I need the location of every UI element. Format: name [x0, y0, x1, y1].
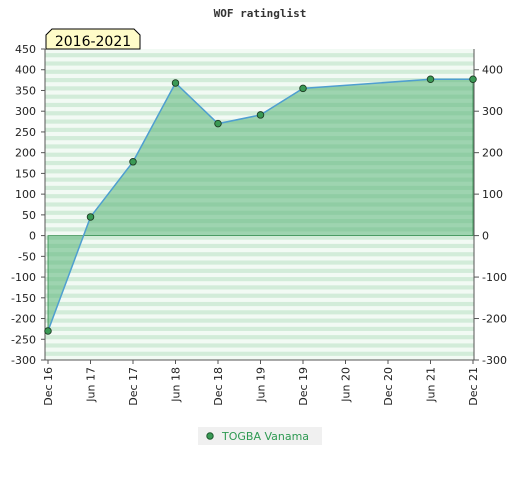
data-point[interactable] [299, 84, 307, 93]
right-tick-label: 200 [482, 147, 503, 160]
data-point[interactable] [426, 75, 435, 84]
period-badge: 2016-2021 [45, 28, 141, 50]
left-tick-label: 100 [15, 188, 36, 201]
grid-band [45, 235, 474, 240]
data-point[interactable] [469, 75, 477, 84]
axes [44, 49, 475, 361]
grid-band [45, 268, 474, 273]
x-tick-label: Jun 21 [425, 367, 438, 403]
grid-band [45, 94, 474, 99]
left-tick-label: 250 [15, 126, 36, 139]
data-point[interactable] [256, 111, 265, 119]
left-tick-label: -300 [11, 354, 36, 367]
grid-band [45, 285, 474, 290]
left-tick-label: 150 [15, 167, 36, 180]
x-tick-label: Dec 17 [127, 367, 140, 406]
grid-band [45, 61, 474, 66]
left-tick-label: 400 [15, 64, 36, 77]
grid-band [45, 326, 474, 331]
grid-band [45, 310, 474, 315]
data-point[interactable] [86, 213, 95, 221]
left-y-axis: 450 400 350 300 250 200 150 100 50 0 -50 -100 -150 -2… [11, 43, 45, 367]
grid-band [45, 102, 474, 108]
right-tick-label: 100 [482, 188, 503, 201]
left-tick-label: -200 [11, 313, 36, 326]
x-tick-label: Dec 16 [42, 367, 55, 406]
grid-band [45, 53, 474, 58]
left-tick-label: 200 [15, 147, 36, 160]
legend[interactable]: TOGBA Vanama [198, 427, 322, 445]
grid-band [45, 335, 474, 340]
left-tick-label: -250 [11, 333, 36, 346]
right-tick-label: 400 [482, 64, 503, 77]
x-tick-label: Dec 18 [212, 367, 225, 406]
left-tick-label: 450 [15, 43, 36, 56]
grid-band [45, 318, 474, 323]
grid-band [45, 252, 474, 257]
grid-band [45, 78, 474, 83]
period-badge-shape [45, 28, 141, 50]
right-y-axis: 400 300 200 100 0 -100 -200 -300 [474, 64, 507, 367]
grid-band [45, 343, 474, 348]
grid-band [45, 69, 474, 74]
series-points [44, 75, 477, 335]
period-badge-label: 2016-2021 [55, 34, 131, 50]
left-tick-label: -150 [11, 292, 36, 305]
x-tick-label: Jun 20 [340, 367, 353, 403]
data-point[interactable] [171, 79, 180, 87]
left-tick-label: -100 [11, 271, 36, 284]
grid-band [45, 260, 474, 265]
right-tick-label: -300 [482, 354, 507, 367]
data-point[interactable] [44, 327, 52, 335]
x-axis: Dec 16 Jun 17 Dec 17 Jun 18 Dec 18 Jun 19 Dec … [42, 360, 480, 406]
right-tick-label: 0 [482, 230, 489, 243]
legend-series-label: TOGBA Vanama [221, 430, 309, 443]
legend-box [198, 427, 322, 445]
x-tick-label: Jun 19 [255, 367, 268, 403]
left-tick-label: -50 [18, 250, 36, 263]
grid-band [45, 243, 474, 249]
data-point[interactable] [214, 119, 222, 128]
right-tick-label: 300 [482, 105, 503, 118]
x-tick-label: Dec 20 [382, 367, 395, 406]
grid-band [45, 86, 474, 91]
chart-title: WOF ratinglist [214, 7, 307, 20]
right-tick-label: -200 [482, 313, 507, 326]
x-tick-label: Dec 21 [467, 367, 480, 406]
left-tick-label: 0 [29, 230, 36, 243]
left-tick-label: 300 [15, 105, 36, 118]
data-point[interactable] [129, 158, 137, 166]
grid-band [45, 277, 474, 282]
x-tick-label: Jun 18 [170, 367, 183, 403]
left-tick-label: 50 [22, 209, 36, 222]
grid-band [45, 301, 474, 307]
x-tick-label: Dec 19 [297, 367, 310, 406]
x-tick-label: Jun 17 [85, 367, 98, 403]
left-tick-label: 350 [15, 84, 36, 97]
grid-band [45, 293, 474, 298]
legend-marker-icon [206, 432, 214, 440]
grid-band [45, 351, 474, 356]
right-tick-label: -100 [482, 271, 507, 284]
